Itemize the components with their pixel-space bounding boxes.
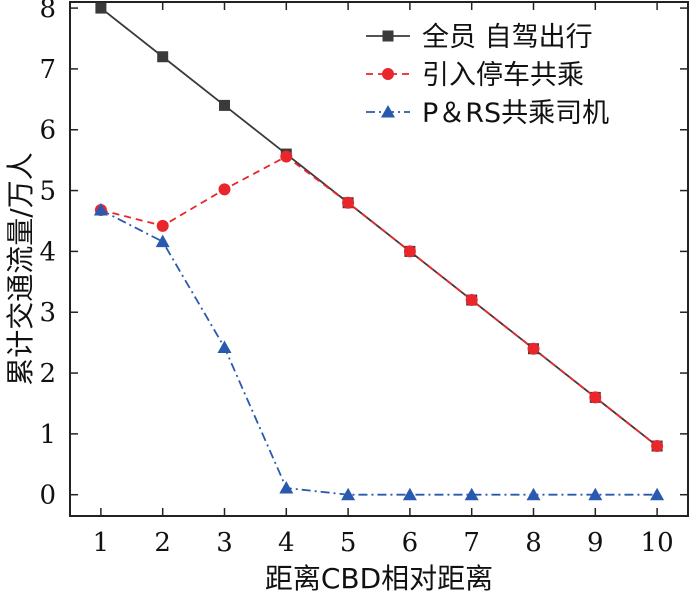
y-tick-label: 4: [39, 237, 56, 267]
axis-ticks: 1 2 3 4 5 6 7 8 9 10 0 1 2 3 4 5 6 7 8: [39, 0, 688, 558]
x-tick-label: 7: [463, 528, 480, 558]
data-point: [402, 487, 417, 501]
legend-swatch-marker: [382, 30, 394, 42]
y-tick-label: 0: [39, 481, 56, 511]
x-tick-label: 4: [278, 528, 295, 558]
legend-item: 引入停车共乘: [366, 60, 584, 91]
legend-item: P＆RS共乘司机: [366, 98, 609, 129]
y-axis-title: 累计交通流量/万人: [4, 152, 37, 385]
plot-frame: [69, 1, 689, 517]
data-point: [217, 340, 232, 354]
y-tick-label: 2: [39, 359, 56, 389]
legend-swatch-marker: [382, 68, 394, 80]
data-point: [279, 481, 294, 494]
series-triangle: [93, 203, 665, 501]
series-line: [100, 155, 658, 447]
x-tick-label: 6: [402, 528, 419, 558]
data-point: [93, 203, 108, 216]
data-point: [341, 487, 356, 501]
x-tick-label: 1: [93, 528, 110, 558]
legend-label: P＆RS共乘司机: [422, 98, 609, 129]
series-circle: [94, 150, 664, 453]
data-point: [527, 342, 540, 355]
legend-swatch-marker: [381, 105, 395, 118]
data-point: [651, 440, 664, 453]
data-point: [588, 487, 603, 501]
x-axis-title: 距离CBD相对距离: [265, 562, 493, 595]
x-tick-label: 2: [154, 528, 171, 558]
data-point: [465, 294, 478, 307]
x-tick-label: 8: [525, 528, 542, 558]
data-point: [342, 196, 355, 209]
x-tick-label: 5: [340, 528, 357, 558]
y-tick-label: 3: [39, 298, 56, 328]
data-point: [155, 234, 170, 248]
data-point: [156, 219, 169, 232]
x-tick-label: 3: [216, 528, 233, 558]
legend-label: 全员 自驾出行: [422, 22, 593, 53]
data-point: [650, 487, 665, 501]
data-point: [157, 51, 169, 63]
y-tick-label: 8: [39, 0, 56, 24]
series-line: [100, 209, 658, 496]
x-tick-label: 9: [587, 528, 604, 558]
data-point: [464, 487, 479, 501]
data-point: [218, 183, 231, 196]
y-tick-label: 6: [39, 116, 56, 146]
data-point: [219, 99, 230, 111]
data-point: [95, 2, 107, 14]
legend-item: 全员 自驾出行: [366, 22, 593, 53]
series-layer: [93, 2, 665, 501]
plot-area: 1 2 3 4 5 6 7 8 9 10 0 1 2 3 4 5 6 7 8: [39, 0, 689, 558]
y-tick-label: 7: [39, 55, 56, 85]
data-point: [526, 487, 541, 501]
data-point: [280, 150, 293, 163]
y-tick-label: 1: [39, 420, 56, 450]
data-point: [589, 391, 602, 404]
x-tick-label: 10: [641, 528, 674, 558]
data-point: [403, 245, 416, 258]
legend-label: 引入停车共乘: [422, 60, 584, 91]
y-tick-label: 5: [39, 177, 56, 207]
